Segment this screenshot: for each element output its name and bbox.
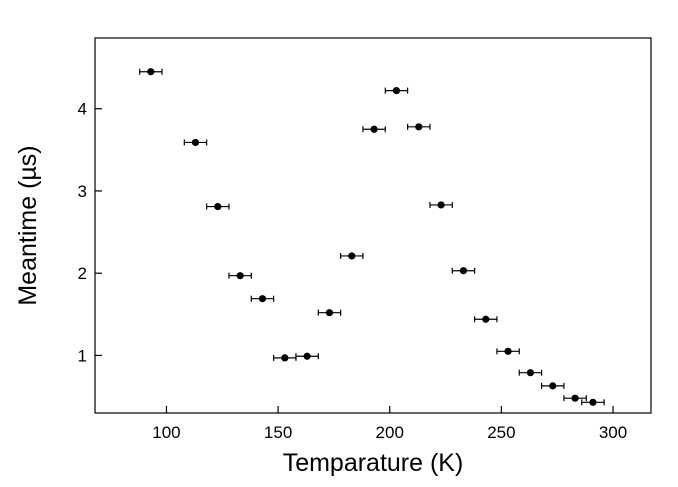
y-tick-label: 4 <box>78 100 87 119</box>
data-marker <box>147 68 155 76</box>
x-axis-ticks: 100 150 200 250 300 <box>152 406 627 442</box>
x-tick-label: 150 <box>264 423 292 442</box>
data-point <box>540 382 565 390</box>
data-marker <box>482 315 490 323</box>
data-point <box>563 394 587 402</box>
x-tick-label: 100 <box>152 423 180 442</box>
data-marker <box>214 202 222 211</box>
data-point <box>273 354 297 362</box>
data-point <box>206 202 230 211</box>
data-marker <box>281 354 289 362</box>
x-tick-label: 250 <box>487 423 515 442</box>
y-axis-label: Meantime (µs) <box>14 145 42 305</box>
data-point <box>362 125 386 133</box>
data-marker <box>258 295 267 303</box>
data-point <box>340 252 364 260</box>
data-marker <box>415 123 423 131</box>
data-marker <box>437 201 445 209</box>
data-point <box>139 68 163 76</box>
data-marker <box>549 382 557 390</box>
data-point <box>407 123 431 131</box>
plot-frame <box>94 37 652 414</box>
data-point <box>518 369 543 377</box>
data-point <box>228 272 252 280</box>
data-marker <box>589 398 597 406</box>
data-point <box>250 295 275 303</box>
y-axis-ticks: 1 2 3 4 <box>78 100 102 365</box>
data-marker <box>303 352 311 360</box>
data-marker <box>526 369 535 377</box>
y-tick-label: 2 <box>78 264 87 283</box>
data-point <box>496 347 520 355</box>
data-marker <box>348 252 356 260</box>
y-tick-label: 1 <box>78 346 87 365</box>
y-tick-label: 3 <box>78 182 87 201</box>
data-point <box>581 398 605 406</box>
data-point <box>183 138 208 147</box>
data-point <box>429 201 453 209</box>
x-tick-label: 200 <box>376 423 404 442</box>
data-marker <box>191 138 200 147</box>
data-marker <box>325 309 334 317</box>
data-marker <box>392 87 401 95</box>
data-marker <box>571 394 579 402</box>
data-marker <box>370 125 378 133</box>
data-point <box>473 315 498 323</box>
data-point <box>384 87 409 95</box>
x-axis-label: Temparature (K) <box>283 449 464 477</box>
data-marker <box>504 347 512 355</box>
x-tick-label: 300 <box>599 423 627 442</box>
data-point <box>295 352 319 360</box>
data-point <box>451 267 476 275</box>
data-point <box>317 309 342 317</box>
data-marker <box>236 272 244 280</box>
data-points <box>139 68 605 406</box>
data-marker <box>459 267 468 275</box>
